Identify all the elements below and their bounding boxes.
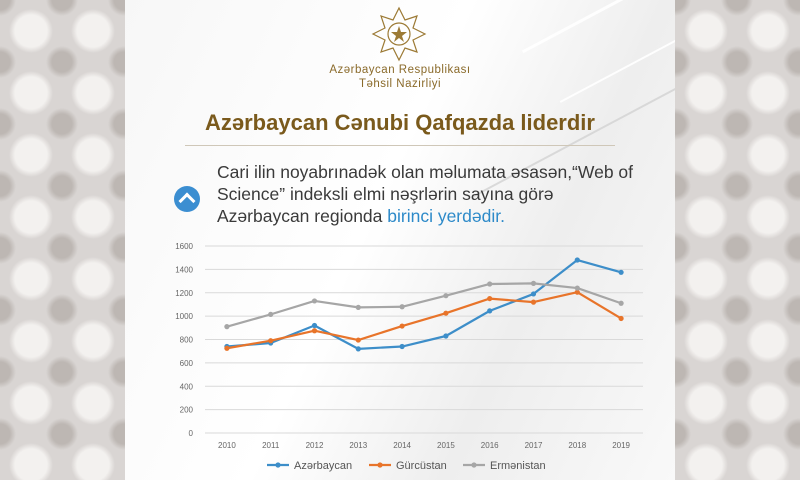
x-tick-label: 2017 xyxy=(525,441,543,450)
data-point xyxy=(399,304,405,310)
data-point xyxy=(443,293,449,299)
data-point xyxy=(487,308,493,314)
line-chart: 0 200 400 600 800 1000 1200 1400 1600 2010 2011 201… xyxy=(175,242,643,472)
x-tick-label: 2018 xyxy=(568,441,586,450)
left-pattern-panel xyxy=(0,0,125,480)
data-point xyxy=(311,328,318,334)
x-tick-label: 2014 xyxy=(393,441,411,450)
data-point xyxy=(268,311,274,317)
description-text: Cari ilin noyabrınadək olan məlumata əsa… xyxy=(217,161,637,227)
series-line xyxy=(226,258,622,350)
legend-marker xyxy=(377,462,383,468)
x-tick-label: 2013 xyxy=(349,441,367,450)
infographic-card: Azərbaycan Respublikası Təhsil Nazirliyi… xyxy=(125,0,675,480)
x-tick-label: 2012 xyxy=(306,441,324,450)
legend-marker xyxy=(471,462,477,468)
data-point xyxy=(574,285,580,291)
decorative-streak xyxy=(559,0,675,103)
legend-label: Azərbaycan xyxy=(294,460,352,472)
y-tick-label: 1600 xyxy=(175,242,193,251)
series-line xyxy=(226,282,622,328)
data-point xyxy=(443,333,449,339)
ministry-name-line2: Təhsil Nazirliyi xyxy=(358,78,442,90)
y-tick-label: 400 xyxy=(180,382,194,391)
data-point xyxy=(355,304,361,310)
x-tick-label: 2015 xyxy=(437,441,455,450)
decorative-streak xyxy=(521,0,675,54)
data-point xyxy=(530,299,537,305)
data-point xyxy=(355,346,361,352)
data-point xyxy=(530,291,537,297)
series-line xyxy=(226,291,622,350)
y-tick-label: 600 xyxy=(180,359,194,368)
y-tick-label: 0 xyxy=(189,429,194,438)
x-tick-label: 2011 xyxy=(262,441,280,450)
data-point xyxy=(487,281,493,287)
y-tick-label: 200 xyxy=(180,406,194,415)
x-tick-label: 2010 xyxy=(218,441,236,450)
title-divider xyxy=(185,145,615,146)
legend-marker xyxy=(275,462,281,468)
y-tick-label: 1200 xyxy=(175,289,193,298)
y-tick-label: 800 xyxy=(180,336,194,345)
y-tick-label: 1000 xyxy=(175,312,193,321)
legend-label: Ermənistan xyxy=(490,460,546,472)
right-pattern-panel xyxy=(675,0,800,480)
data-point xyxy=(224,324,230,330)
data-point xyxy=(618,269,624,275)
data-point xyxy=(530,280,537,286)
data-point xyxy=(574,257,580,263)
description-highlight: birinci yerdədir. xyxy=(387,206,505,226)
data-point xyxy=(224,345,230,351)
data-point xyxy=(399,343,405,350)
data-point xyxy=(268,338,274,344)
data-point xyxy=(355,337,361,343)
x-tick-label: 2019 xyxy=(612,441,630,450)
data-point xyxy=(311,322,318,329)
y-tick-label: 1400 xyxy=(175,265,193,274)
description-main: Cari ilin noyabrınadək olan məlumata əsa… xyxy=(217,162,634,226)
data-point xyxy=(399,323,405,329)
data-point xyxy=(443,310,449,316)
state-emblem-icon xyxy=(371,6,427,62)
data-point xyxy=(311,298,318,304)
data-point xyxy=(618,300,624,306)
data-point xyxy=(618,315,624,322)
x-tick-label: 2016 xyxy=(481,441,499,450)
data-point xyxy=(487,295,493,302)
ministry-name-line1: Azərbaycan Respublikası xyxy=(329,64,471,76)
chevron-up-icon xyxy=(174,186,200,212)
legend-label: Gürcüstan xyxy=(396,460,447,472)
page-title: Azərbaycan Cənubi Qafqazda liderdir xyxy=(205,110,595,135)
data-point xyxy=(574,289,580,295)
